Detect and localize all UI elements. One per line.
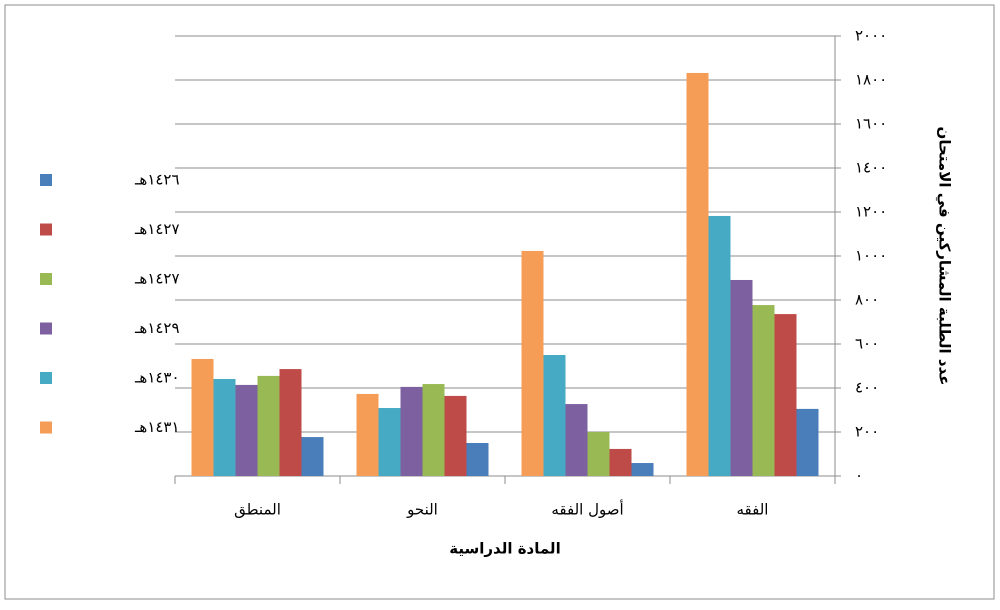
bar xyxy=(235,384,258,476)
bar xyxy=(796,408,819,476)
legend-label: ١٤٢٩هـ xyxy=(134,319,180,337)
bar xyxy=(356,393,379,476)
y-tick-label: ٢٠٠ xyxy=(855,423,879,441)
x-tick-label: النحو xyxy=(406,501,438,519)
y-tick-label: ٠ xyxy=(855,467,863,485)
bar xyxy=(631,463,654,476)
legend-swatch xyxy=(40,174,52,186)
bar xyxy=(466,443,489,476)
x-axis-title: المادة الدراسية xyxy=(449,540,560,558)
legend-label: ١٤٢٦هـ xyxy=(134,171,180,189)
bar xyxy=(587,432,610,476)
legend-label: ١٤٢٧هـ xyxy=(134,270,180,288)
y-tick-label: ١٤٠٠ xyxy=(855,159,887,177)
bar xyxy=(279,369,302,476)
legend-label: ١٤٣١هـ xyxy=(134,418,180,436)
y-tick-label: ١٨٠٠ xyxy=(855,71,887,89)
y-tick-label: ٤٠٠ xyxy=(855,379,879,397)
bar xyxy=(400,386,423,476)
bar xyxy=(543,355,566,476)
bar xyxy=(565,404,588,476)
bar xyxy=(686,72,709,477)
bar xyxy=(213,378,236,476)
bar xyxy=(301,437,324,476)
legend-swatch xyxy=(40,273,52,285)
legend-swatch xyxy=(40,223,52,236)
bar xyxy=(752,305,775,476)
legend-swatch xyxy=(40,421,52,434)
chart-frame xyxy=(4,4,995,600)
y-tick-label: ٨٠٠ xyxy=(855,291,879,309)
bar xyxy=(444,395,467,476)
x-tick-label: المنطق xyxy=(234,501,281,519)
bar xyxy=(378,408,401,476)
y-tick-label: ١٠٠٠ xyxy=(855,247,887,265)
bar xyxy=(730,279,753,476)
y-tick-label: ٦٠٠ xyxy=(855,335,879,353)
y-tick-label: ١٦٠٠ xyxy=(855,115,887,133)
bar xyxy=(774,314,797,476)
y-tick-label: ١٢٠٠ xyxy=(855,203,887,221)
bar xyxy=(257,375,280,476)
x-tick-label: الفقه xyxy=(737,501,769,519)
bar xyxy=(422,384,445,476)
x-tick-label: أصول الفقه xyxy=(551,500,623,519)
legend-swatch xyxy=(40,322,52,335)
legend-label: ١٤٣٠هـ xyxy=(134,369,180,387)
bar xyxy=(191,358,214,476)
legend-swatch xyxy=(40,372,52,384)
bar xyxy=(708,215,731,476)
bar xyxy=(521,250,544,476)
y-axis-title: عدد الطلبة المشاركين في الامتحان xyxy=(936,127,954,386)
legend-label: ١٤٢٧هـ xyxy=(134,220,180,238)
y-tick-label: ٢٠٠٠ xyxy=(855,27,887,45)
bar xyxy=(609,448,632,476)
